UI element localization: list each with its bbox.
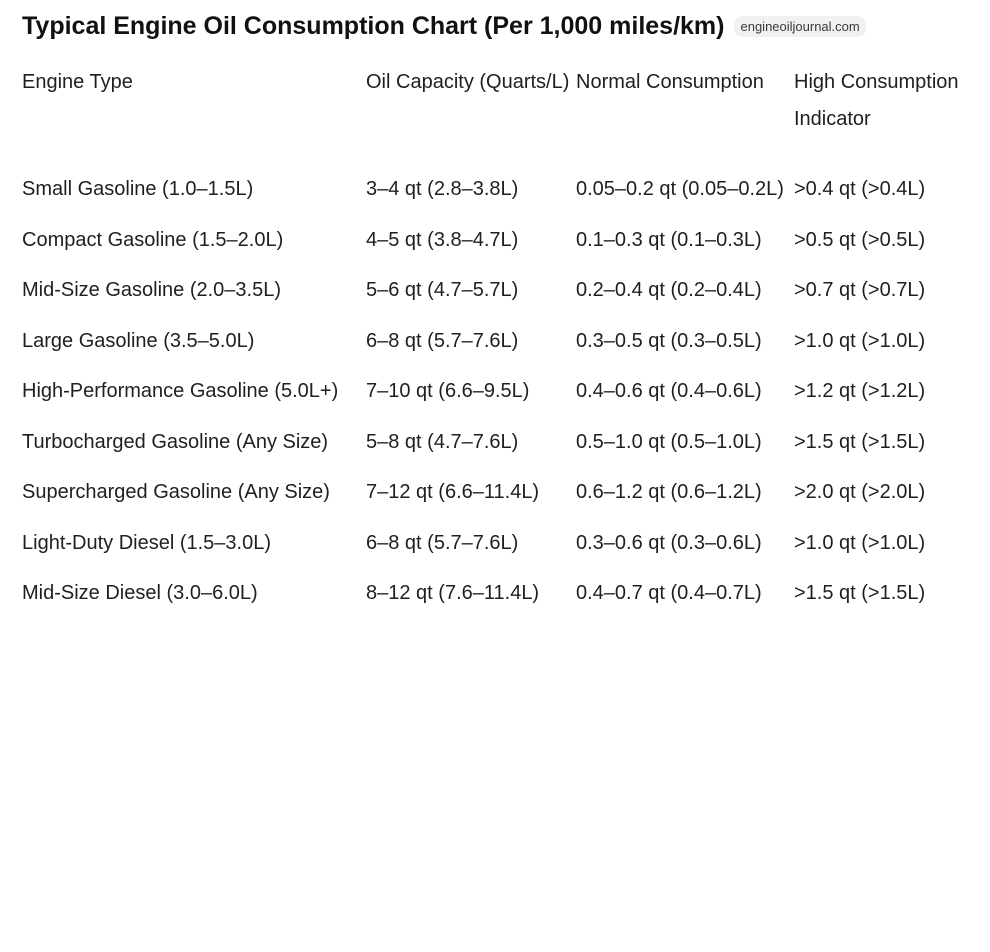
cell-high-consumption: >0.4 qt (>0.4L) <box>794 178 926 200</box>
cell-high-consumption: >1.0 qt (>1.0L) <box>794 531 926 554</box>
cell-engine-type: High-Performance Gasoline (5.0L+) <box>22 380 339 402</box>
table-row: Mid-Size Gasoline (2.0–3.5L) 5–6 qt (4.7… <box>22 272 986 323</box>
cell-normal-consumption: 0.05–0.2 qt (0.05–0.2L) <box>576 178 784 200</box>
cell-engine-type: Supercharged Gasoline (Any Size) <box>22 481 330 503</box>
cell-normal-consumption: 0.1–0.3 qt (0.1–0.3L) <box>576 228 762 251</box>
cell-engine-type: Light-Duty Diesel (1.5–3.0L) <box>22 531 272 554</box>
cell-oil-capacity: 3–4 qt (2.8–3.8L) <box>366 178 519 200</box>
cell-high-consumption: >0.5 qt (>0.5L) <box>794 228 926 251</box>
cell-normal-consumption: 0.5–1.0 qt (0.5–1.0L) <box>576 430 762 453</box>
cell-normal-consumption: 0.3–0.5 qt (0.3–0.5L) <box>576 329 762 352</box>
table-header-row: Engine Type Oil Capacity (Quarts/L) Norm… <box>22 64 986 171</box>
table-row: Turbocharged Gasoline (Any Size) 5–8 qt … <box>22 424 986 475</box>
oil-consumption-table: Engine Type Oil Capacity (Quarts/L) Norm… <box>22 64 986 626</box>
cell-engine-type: Large Gasoline (3.5–5.0L) <box>22 329 255 352</box>
cell-normal-consumption: 0.4–0.7 qt (0.4–0.7L) <box>576 582 762 604</box>
cell-high-consumption: >1.5 qt (>1.5L) <box>794 582 926 604</box>
table-row: Light-Duty Diesel (1.5–3.0L) 6–8 qt (5.7… <box>22 525 986 576</box>
cell-normal-consumption: 0.4–0.6 qt (0.4–0.6L) <box>576 380 762 402</box>
header: Typical Engine Oil Consumption Chart (Pe… <box>22 12 866 41</box>
cell-engine-type: Mid-Size Gasoline (2.0–3.5L) <box>22 279 282 301</box>
cell-oil-capacity: 8–12 qt (7.6–11.4L) <box>366 582 540 604</box>
source-badge[interactable]: engineoiljournal.com <box>734 16 866 37</box>
table-row: Compact Gasoline (1.5–2.0L) 4–5 qt (3.8–… <box>22 222 986 273</box>
cell-engine-type: Turbocharged Gasoline (Any Size) <box>22 430 329 453</box>
cell-high-consumption: >2.0 qt (>2.0L) <box>794 481 926 503</box>
cell-high-consumption: >1.5 qt (>1.5L) <box>794 430 926 453</box>
cell-engine-type: Small Gasoline (1.0–1.5L) <box>22 178 254 200</box>
cell-normal-consumption: 0.3–0.6 qt (0.3–0.6L) <box>576 531 762 554</box>
table-row: Supercharged Gasoline (Any Size) 7–12 qt… <box>22 474 986 525</box>
page-title: Typical Engine Oil Consumption Chart (Pe… <box>22 12 725 40</box>
cell-oil-capacity: 4–5 qt (3.8–4.7L) <box>366 228 519 251</box>
column-header-oil-capacity: Oil Capacity (Quarts/L) <box>366 71 570 93</box>
cell-oil-capacity: 7–10 qt (6.6–9.5L) <box>366 380 530 402</box>
cell-oil-capacity: 7–12 qt (6.6–11.4L) <box>366 481 540 503</box>
cell-oil-capacity: 6–8 qt (5.7–7.6L) <box>366 329 519 352</box>
table-row: Small Gasoline (1.0–1.5L) 3–4 qt (2.8–3.… <box>22 171 986 222</box>
table-row: Large Gasoline (3.5–5.0L) 6–8 qt (5.7–7.… <box>22 323 986 374</box>
cell-normal-consumption: 0.6–1.2 qt (0.6–1.2L) <box>576 481 762 503</box>
table-row: Mid-Size Diesel (3.0–6.0L) 8–12 qt (7.6–… <box>22 575 986 626</box>
cell-engine-type: Mid-Size Diesel (3.0–6.0L) <box>22 582 258 604</box>
column-header-high-consumption: High Consumption Indicator <box>794 71 959 130</box>
column-header-normal-consumption: Normal Consumption <box>576 71 764 93</box>
cell-high-consumption: >0.7 qt (>0.7L) <box>794 279 926 301</box>
cell-high-consumption: >1.0 qt (>1.0L) <box>794 329 926 352</box>
cell-high-consumption: >1.2 qt (>1.2L) <box>794 380 926 402</box>
column-header-engine-type: Engine Type <box>22 71 133 93</box>
cell-engine-type: Compact Gasoline (1.5–2.0L) <box>22 228 284 251</box>
cell-normal-consumption: 0.2–0.4 qt (0.2–0.4L) <box>576 279 762 301</box>
cell-oil-capacity: 6–8 qt (5.7–7.6L) <box>366 531 519 554</box>
cell-oil-capacity: 5–8 qt (4.7–7.6L) <box>366 430 519 453</box>
cell-oil-capacity: 5–6 qt (4.7–5.7L) <box>366 279 519 301</box>
table-row: High-Performance Gasoline (5.0L+) 7–10 q… <box>22 373 986 424</box>
